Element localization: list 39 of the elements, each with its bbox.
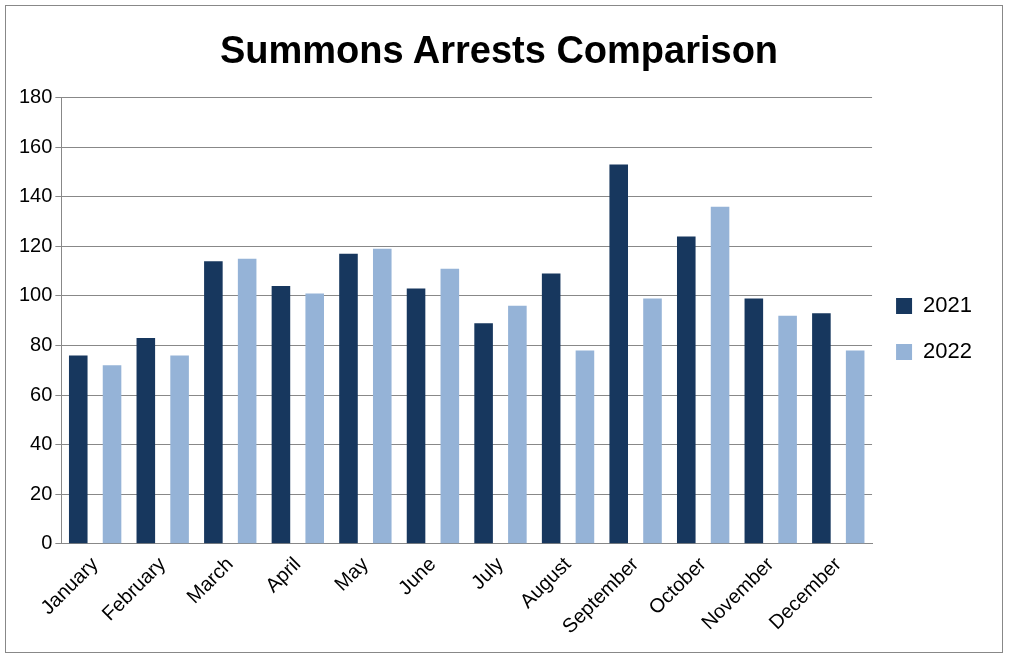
bar — [102, 365, 122, 544]
y-tick-label: 120 — [18, 233, 53, 256]
bar — [575, 350, 595, 544]
x-tick-label: May — [329, 552, 373, 595]
bar — [440, 268, 460, 544]
bar — [271, 286, 291, 544]
bar — [541, 273, 561, 544]
bar — [778, 315, 797, 544]
y-tick-label: 0 — [41, 531, 53, 554]
bar — [710, 206, 730, 544]
y-tick-label: 80 — [30, 333, 53, 356]
bar — [170, 355, 189, 544]
y-tick-label: 60 — [30, 382, 53, 405]
bar — [508, 305, 527, 544]
bar — [339, 253, 358, 544]
y-tick-label: 20 — [30, 481, 53, 504]
bar — [204, 261, 223, 544]
bar — [237, 258, 257, 544]
bar — [845, 350, 865, 544]
bar — [372, 248, 392, 544]
bar — [136, 338, 156, 544]
x-tick-label: July — [466, 552, 508, 594]
bar — [643, 298, 662, 544]
y-tick-label: 160 — [18, 134, 53, 157]
y-tick-label: 100 — [18, 283, 53, 306]
bar — [305, 293, 324, 544]
bar — [609, 164, 629, 544]
bar — [406, 288, 426, 544]
bar — [474, 323, 493, 544]
y-tick-label: 140 — [18, 184, 53, 207]
bar — [812, 313, 831, 544]
legend-label: 2021 — [923, 292, 973, 318]
chart-title: Summons Arrests Comparison — [219, 29, 779, 72]
legend-label: 2022 — [923, 338, 973, 364]
bar — [744, 298, 764, 544]
y-tick-label: 40 — [30, 432, 53, 455]
y-tick-label: 180 — [18, 85, 53, 108]
bar — [676, 236, 696, 544]
bar — [68, 355, 88, 544]
